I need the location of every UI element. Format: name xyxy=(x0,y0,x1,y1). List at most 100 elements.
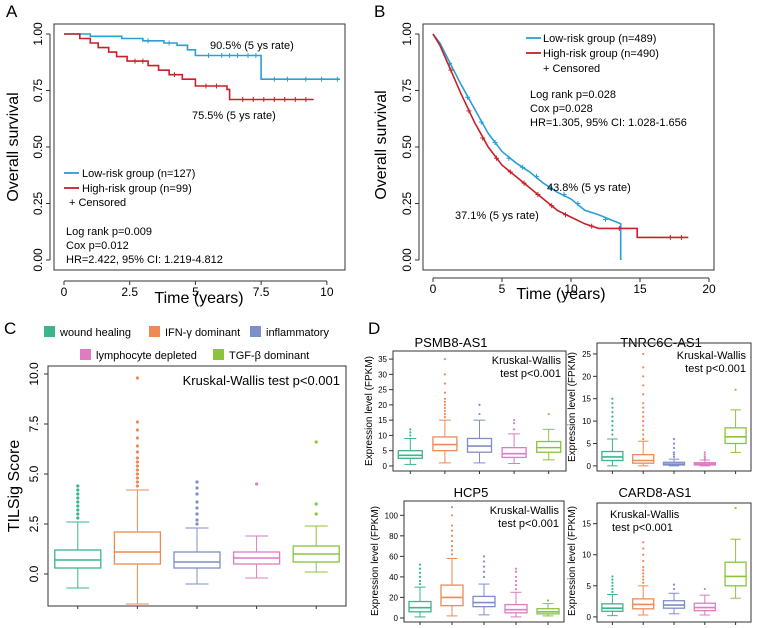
outlier-point xyxy=(547,412,550,416)
outlier-point xyxy=(611,415,614,418)
censored-mark xyxy=(234,52,240,58)
legend-inflam: inflammatory xyxy=(266,327,329,339)
legend-swatch-inflam xyxy=(250,326,261,337)
y-tick-label: 10 xyxy=(582,551,591,560)
legend-c: wound healing IFN-γ dominant inflammator… xyxy=(44,326,329,362)
y-tick-label: 0 xyxy=(383,462,388,471)
outlier-point xyxy=(450,549,454,552)
outlier-point xyxy=(443,373,446,376)
outlier-point xyxy=(255,482,259,486)
outlier-point xyxy=(76,492,80,496)
censored-mark xyxy=(140,58,146,64)
outlier-point xyxy=(135,476,139,480)
survival-curve-high xyxy=(432,33,689,239)
x-tick-label: 0 xyxy=(430,282,437,296)
outlier-point xyxy=(443,397,446,400)
censored-mark xyxy=(478,119,484,125)
outlier-point xyxy=(418,567,422,570)
y-tick-label: 0.25 xyxy=(400,191,414,215)
censored-mark xyxy=(271,97,277,103)
y-axis-label: Expression level (FPKM) xyxy=(567,352,578,462)
censored-mark xyxy=(535,191,541,197)
y-axis-label: Expression level (FPKM) xyxy=(370,506,381,616)
censored-mark xyxy=(203,83,209,89)
test-label: Kruskal-Wallis test p<0.001 xyxy=(183,373,340,388)
censored-mark xyxy=(213,83,219,89)
x-tick-label: 10 xyxy=(564,282,578,296)
outlier-point xyxy=(195,522,199,526)
outlier-point xyxy=(76,488,80,492)
outlier-point xyxy=(642,352,645,356)
outlier-point xyxy=(703,451,706,454)
outlier-point xyxy=(672,455,676,459)
y-tick-label: 0.00 xyxy=(31,248,45,272)
y-tick-label: 1.00 xyxy=(400,22,414,46)
outlier-point xyxy=(443,403,446,406)
y-tick-label: 100 xyxy=(385,511,399,520)
y-tick-label: 0.75 xyxy=(400,78,414,102)
outlier-point xyxy=(611,433,614,436)
censored-mark xyxy=(562,212,568,218)
y-tick-label: 0.50 xyxy=(400,135,414,159)
y-tick-label: 20 xyxy=(582,372,591,381)
outlier-point xyxy=(135,450,139,454)
y-tick-label: 40 xyxy=(389,573,398,582)
censored-mark xyxy=(219,52,225,58)
outlier-point xyxy=(672,442,676,445)
censored-mark xyxy=(667,234,673,240)
outlier-point xyxy=(546,599,550,602)
outlier-point xyxy=(703,587,706,591)
y-tick-label: 35 xyxy=(378,355,387,364)
outlier-point xyxy=(195,512,199,516)
y-tick-label: 0.75 xyxy=(31,78,45,102)
outlier-point xyxy=(450,539,454,543)
x-tick-label: 5 xyxy=(499,282,506,296)
outlier-point xyxy=(443,416,446,419)
y-tick-label: 30 xyxy=(378,370,387,379)
test-line-1: Kruskal-Wallis xyxy=(610,509,680,521)
outlier-point xyxy=(76,504,80,508)
outlier-point xyxy=(642,415,645,418)
outlier-point xyxy=(482,555,486,558)
outlier-point xyxy=(642,366,645,369)
box xyxy=(501,446,527,459)
outlier-point xyxy=(482,560,486,563)
outlier-point xyxy=(195,480,199,484)
y-tick-label: 0 xyxy=(587,613,592,622)
subplot-title: PSMB8-AS1 xyxy=(415,335,488,350)
legend-high: High-risk group (n=99) xyxy=(82,183,192,195)
legend-lymph: lymphocyte depleted xyxy=(96,350,197,362)
outlier-point xyxy=(672,453,676,456)
panel-label-d: D xyxy=(368,319,380,338)
legend-censored: + Censored xyxy=(543,63,600,75)
y-tick-label: 0.00 xyxy=(400,248,414,272)
outlier-point xyxy=(672,446,676,450)
outlier-point xyxy=(513,422,516,425)
outlier-point xyxy=(514,588,518,591)
outlier-point xyxy=(443,400,446,403)
legend-swatch-ifn xyxy=(149,326,160,337)
censored-mark xyxy=(547,185,553,191)
panel-label-c: C xyxy=(4,319,16,338)
y-tick-label: 0 xyxy=(394,614,399,623)
outlier-point xyxy=(76,512,80,516)
outlier-point xyxy=(642,572,645,575)
outlier-point xyxy=(76,508,80,512)
censored-mark xyxy=(589,223,595,229)
x-tick-label: 7.5 xyxy=(253,285,270,299)
y-tick-label: 80 xyxy=(389,532,398,541)
box xyxy=(601,450,624,462)
outlier-point xyxy=(642,578,645,581)
censored-mark xyxy=(448,67,454,73)
survival-curve-low xyxy=(64,33,340,80)
x-tick-label: 5 xyxy=(192,285,199,299)
outlier-point xyxy=(135,484,139,488)
stat-logrank: Log rank p=0.009 xyxy=(66,226,152,238)
y-tick-label: 10 xyxy=(378,431,387,440)
censored-mark xyxy=(227,52,233,58)
legend-high: High-risk group (n=490) xyxy=(543,48,659,60)
legend-swatch-lymph xyxy=(80,349,91,360)
outlier-point xyxy=(642,424,645,427)
y-tick-label: 20 xyxy=(389,593,398,602)
outlier-point xyxy=(642,541,645,544)
